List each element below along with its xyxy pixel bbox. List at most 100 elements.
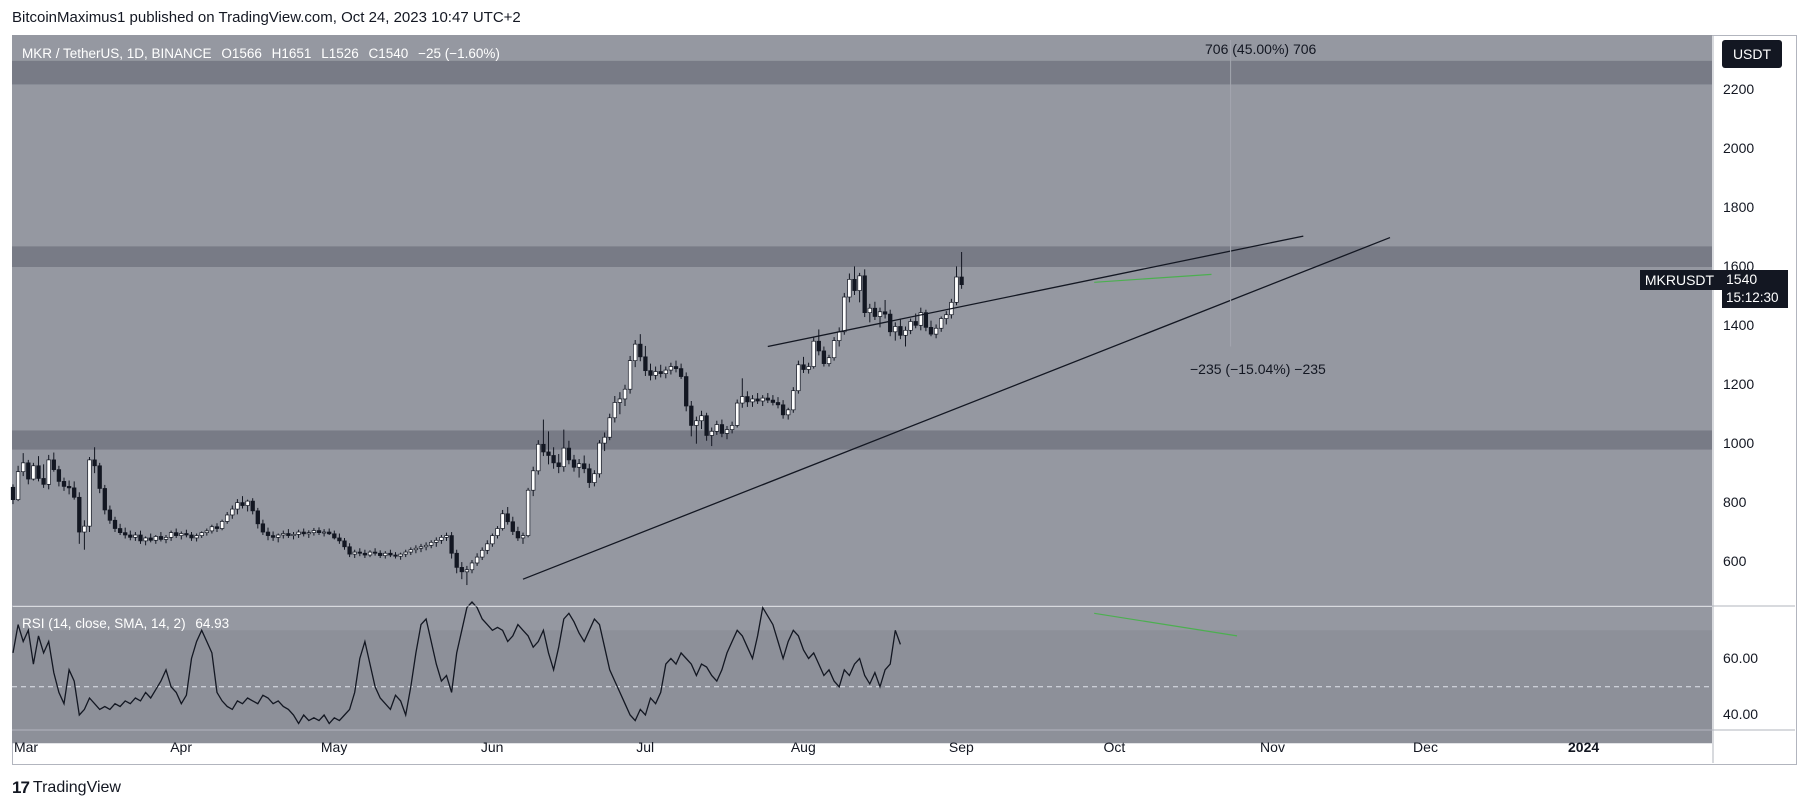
time-tick-label: Sep xyxy=(948,739,974,755)
open-value: O1566 xyxy=(221,46,262,61)
candle-down xyxy=(214,526,220,529)
candle-up xyxy=(663,369,668,374)
currency-unit-button[interactable]: USDT xyxy=(1722,40,1782,68)
candle-down xyxy=(92,459,97,467)
candle-down xyxy=(51,459,56,470)
candle-up xyxy=(837,331,842,341)
candle-down xyxy=(66,486,72,489)
candle-down xyxy=(265,531,271,536)
candle-down xyxy=(648,370,653,376)
candle-up xyxy=(520,535,526,539)
candle-up xyxy=(296,531,301,535)
symbol-info: MKR / TetherUS, 1D, BINANCE xyxy=(22,46,212,61)
candle-down xyxy=(36,465,41,479)
candle-up xyxy=(21,462,26,473)
candle-down xyxy=(72,487,77,498)
candle-down xyxy=(821,350,827,364)
candle-up xyxy=(469,562,475,571)
candle-up xyxy=(179,533,184,536)
candle-down xyxy=(638,343,643,358)
candle-down xyxy=(546,451,551,456)
candle-down xyxy=(189,534,194,539)
candle-up xyxy=(735,402,740,426)
price-tick-label: 600 xyxy=(1723,552,1747,569)
candle-up xyxy=(622,388,628,400)
published-by: BitcoinMaximus1 published on TradingView… xyxy=(12,9,521,26)
candle-up xyxy=(525,489,531,536)
candle-down xyxy=(102,488,107,511)
candle-down xyxy=(327,531,332,535)
candle-up xyxy=(500,513,505,529)
candle-up xyxy=(847,279,852,298)
candle-up xyxy=(903,329,908,336)
rsi-tick-label: 40.00 xyxy=(1723,706,1759,722)
candle-down xyxy=(505,513,510,523)
candle-down xyxy=(673,366,679,369)
candle-up xyxy=(918,312,923,326)
trendline-0 xyxy=(522,236,1391,580)
candle-down xyxy=(704,415,709,436)
candle-down xyxy=(61,481,67,487)
candle-up xyxy=(429,542,434,546)
rsi-line xyxy=(12,601,902,725)
price-pane[interactable] xyxy=(12,35,1712,606)
price-tick-label: 2000 xyxy=(1723,140,1755,157)
candle-down xyxy=(97,465,102,489)
badge-symbol: MKRUSDT xyxy=(1644,272,1715,288)
candle-up xyxy=(291,534,296,536)
candle-up xyxy=(82,525,87,533)
candle-down xyxy=(286,533,291,536)
tradingview-logo[interactable]: 17 TradingView xyxy=(12,778,121,798)
candle-down xyxy=(745,396,750,403)
candle-up xyxy=(209,526,215,532)
measure-up-label: 706 (45.00%) 706 xyxy=(1205,41,1317,57)
candle-down xyxy=(571,459,577,468)
candle-down xyxy=(260,523,266,533)
price-tick-label: 1000 xyxy=(1723,434,1755,451)
zone-1 xyxy=(12,246,1712,267)
candle-up xyxy=(418,546,424,549)
candle-up xyxy=(740,396,745,404)
time-tick-label: Nov xyxy=(1260,739,1285,755)
candle-up xyxy=(439,537,444,541)
candle-up xyxy=(617,398,623,403)
candle-up xyxy=(592,473,597,483)
candle-up xyxy=(423,544,429,548)
candle-up xyxy=(857,275,862,291)
candle-up xyxy=(485,543,490,551)
candle-up xyxy=(245,500,250,506)
candle-down xyxy=(898,326,903,336)
candle-down xyxy=(882,311,888,315)
price-badge-symbol-bg xyxy=(1640,270,1722,290)
candle-up xyxy=(877,311,883,317)
candle-up xyxy=(306,532,311,535)
candle-up xyxy=(709,430,714,436)
candle-up xyxy=(791,390,796,411)
candle-down xyxy=(255,510,260,525)
candle-down xyxy=(337,537,342,542)
price-tick-label: 1200 xyxy=(1723,375,1755,392)
candle-up xyxy=(796,364,801,392)
candle-down xyxy=(582,463,587,470)
candle-up xyxy=(826,357,832,364)
price-tick-label: 1800 xyxy=(1723,199,1755,216)
candle-down xyxy=(755,398,760,402)
candle-up xyxy=(760,397,765,402)
candle-up xyxy=(225,514,230,522)
candle-down xyxy=(459,567,464,573)
low-value: L1526 xyxy=(321,46,359,61)
price-tick-label: 800 xyxy=(1723,493,1747,510)
tradingview-logo-icon: 17 xyxy=(12,778,30,797)
candle-down xyxy=(510,521,515,532)
candle-up xyxy=(750,398,755,403)
candle-up xyxy=(602,436,607,444)
candle-down xyxy=(362,552,368,556)
candle-down xyxy=(454,552,459,568)
candle-down xyxy=(678,368,684,377)
candle-down xyxy=(107,509,113,521)
candle-up xyxy=(398,553,403,557)
rsi-legend: RSI (14, close, SMA, 14, 2) 64.93 xyxy=(22,616,235,631)
candle-up xyxy=(163,537,169,540)
time-tick-label: Jun xyxy=(480,739,504,755)
